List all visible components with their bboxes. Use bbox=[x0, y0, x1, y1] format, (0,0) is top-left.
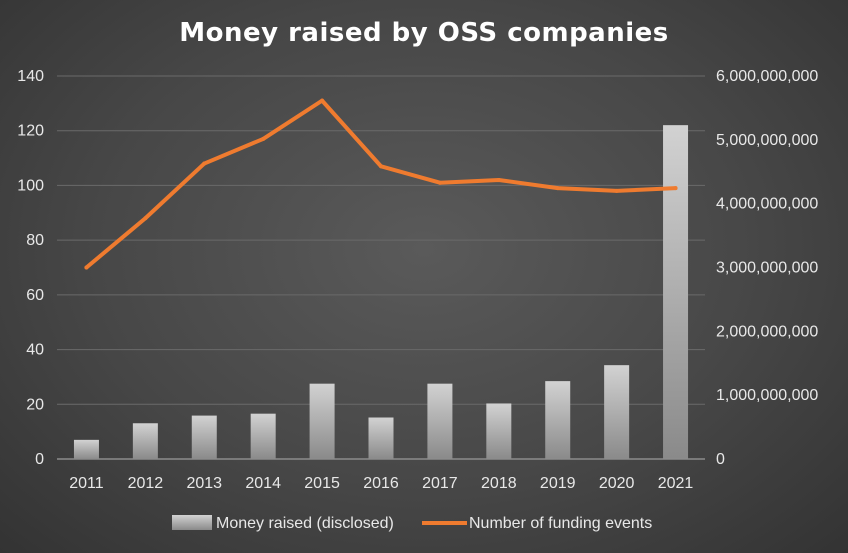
bar-money-raised bbox=[486, 403, 512, 459]
bar-money-raised bbox=[663, 125, 689, 459]
line-point bbox=[614, 188, 619, 193]
left-y-axis: 0 20 40 60 80 100 120 140 bbox=[17, 68, 44, 468]
x-tick-label: 2011 bbox=[69, 475, 104, 492]
x-tick-label: 2015 bbox=[304, 475, 340, 492]
chart-title: Money raised by OSS companies bbox=[179, 18, 669, 48]
line-point bbox=[261, 136, 266, 141]
x-tick-label: 2016 bbox=[363, 475, 399, 492]
right-tick-label: 0 bbox=[716, 451, 725, 468]
bar-money-raised bbox=[545, 381, 571, 459]
line-point bbox=[555, 186, 560, 191]
grid-lines bbox=[57, 75, 705, 460]
line-point bbox=[496, 177, 501, 182]
bar-money-raised bbox=[73, 439, 99, 459]
right-tick-label: 3,000,000,000 bbox=[716, 260, 818, 277]
line-point bbox=[437, 180, 442, 185]
left-tick-label: 0 bbox=[35, 451, 44, 468]
line-point bbox=[84, 265, 89, 270]
x-tick-label: 2013 bbox=[186, 475, 222, 492]
bar-money-raised bbox=[427, 383, 453, 459]
left-tick-label: 40 bbox=[26, 342, 44, 359]
x-axis: 2011 2012 2013 2014 2015 2016 2017 2018 2019 2020… bbox=[57, 458, 705, 492]
bar-money-raised bbox=[368, 417, 394, 459]
legend-label-funding-events: Number of funding events bbox=[469, 515, 652, 532]
line-point bbox=[143, 216, 148, 221]
right-y-axis: 0 1,000,000,000 2,000,000,000 3,000,000,000… bbox=[716, 68, 818, 468]
line-series bbox=[84, 98, 678, 270]
bar-money-raised bbox=[132, 423, 158, 459]
left-tick-label: 20 bbox=[26, 396, 44, 413]
x-tick-label: 2018 bbox=[481, 475, 517, 492]
right-tick-label: 1,000,000,000 bbox=[716, 387, 818, 404]
line-point bbox=[673, 186, 678, 191]
bar-money-raised bbox=[250, 413, 276, 459]
bar-money-raised bbox=[604, 365, 630, 459]
left-tick-label: 60 bbox=[26, 287, 44, 304]
line-point bbox=[320, 98, 325, 103]
x-tick-label: 2020 bbox=[599, 475, 635, 492]
left-tick-label: 140 bbox=[17, 68, 44, 85]
legend-label-money-raised: Money raised (disclosed) bbox=[216, 515, 394, 532]
x-tick-label: 2019 bbox=[540, 475, 576, 492]
x-tick-label: 2012 bbox=[128, 475, 164, 492]
left-tick-label: 100 bbox=[17, 177, 44, 194]
x-tick-label: 2017 bbox=[422, 475, 458, 492]
x-tick-label: 2014 bbox=[245, 475, 281, 492]
right-tick-label: 5,000,000,000 bbox=[716, 132, 818, 149]
line-point bbox=[202, 161, 207, 166]
left-tick-label: 120 bbox=[17, 123, 44, 140]
legend: Money raised (disclosed) Number of fundi… bbox=[172, 515, 652, 532]
x-tick-label: 2021 bbox=[658, 475, 694, 492]
right-tick-label: 4,000,000,000 bbox=[716, 196, 818, 213]
line-funding-events bbox=[84, 98, 678, 270]
left-tick-label: 80 bbox=[26, 232, 44, 249]
right-tick-label: 6,000,000,000 bbox=[716, 68, 818, 85]
bar-money-raised bbox=[309, 383, 335, 459]
bar-series bbox=[73, 125, 689, 459]
right-tick-label: 2,000,000,000 bbox=[716, 323, 818, 340]
line-point bbox=[379, 164, 383, 169]
bar-money-raised bbox=[191, 415, 217, 459]
legend-swatch-bar bbox=[172, 515, 212, 530]
